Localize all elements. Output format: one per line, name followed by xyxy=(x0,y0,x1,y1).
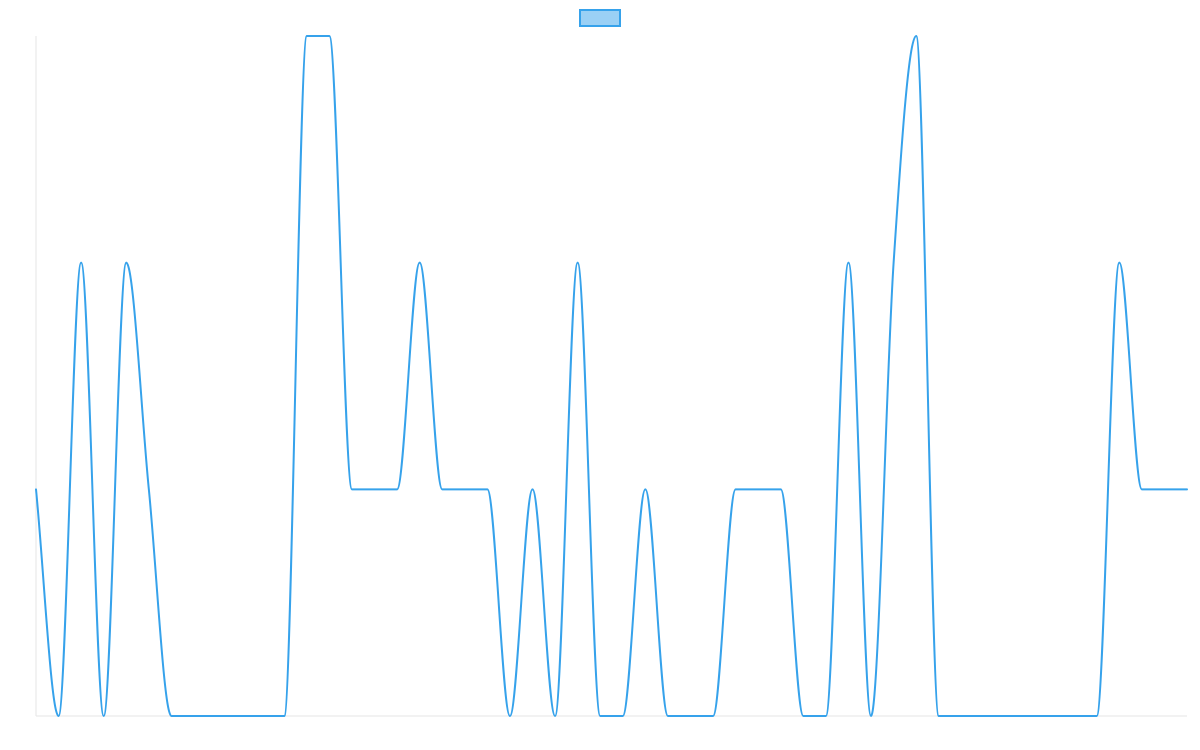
legend-swatch-1[interactable] xyxy=(579,9,621,27)
legend[interactable] xyxy=(579,9,621,27)
axes xyxy=(35,36,1187,717)
series-line-1[interactable] xyxy=(35,35,1188,717)
series-layer xyxy=(35,35,1188,717)
